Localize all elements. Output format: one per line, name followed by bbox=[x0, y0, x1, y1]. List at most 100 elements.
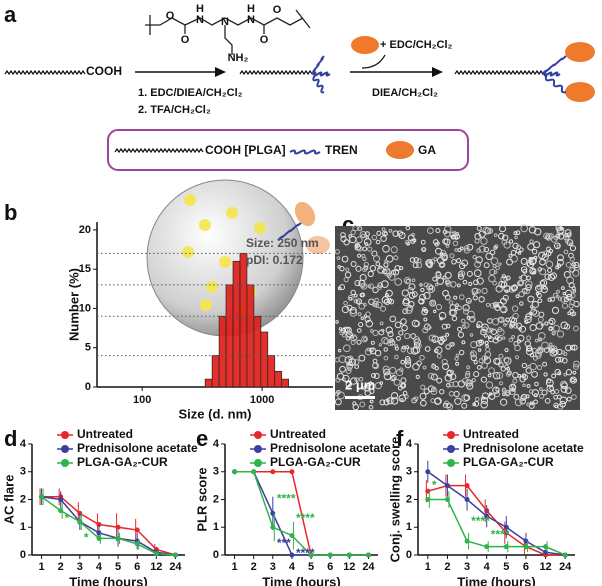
particle bbox=[408, 283, 416, 291]
particle bbox=[522, 268, 528, 274]
particle bbox=[471, 291, 477, 296]
particle bbox=[525, 394, 530, 399]
particle bbox=[421, 247, 426, 251]
particle bbox=[449, 231, 456, 238]
particle bbox=[377, 266, 385, 274]
particle bbox=[516, 244, 522, 250]
particle bbox=[350, 229, 356, 236]
particle bbox=[501, 239, 508, 246]
particle bbox=[534, 349, 542, 357]
bar bbox=[225, 284, 234, 388]
point bbox=[115, 535, 121, 541]
particle bbox=[356, 300, 361, 305]
y-tick-label: 3 bbox=[406, 466, 412, 478]
particle bbox=[557, 233, 565, 240]
atom-label: O bbox=[166, 10, 175, 22]
particle bbox=[368, 381, 373, 386]
particle bbox=[405, 306, 413, 314]
particle bbox=[420, 399, 427, 407]
particle bbox=[569, 292, 576, 299]
particle bbox=[529, 267, 536, 275]
x-tick-label: 6 bbox=[327, 561, 333, 573]
particle bbox=[350, 260, 357, 267]
point bbox=[562, 552, 568, 558]
series-line bbox=[41, 495, 176, 556]
particle bbox=[511, 284, 519, 291]
particle bbox=[512, 378, 518, 384]
particle bbox=[487, 373, 492, 378]
particle bbox=[537, 298, 543, 304]
particle bbox=[427, 385, 435, 393]
particle bbox=[362, 246, 368, 252]
atom-label: N bbox=[247, 14, 255, 26]
particle bbox=[434, 397, 442, 405]
particle bbox=[563, 249, 569, 255]
particle bbox=[425, 259, 433, 267]
particle bbox=[559, 400, 566, 408]
particle bbox=[371, 234, 378, 241]
particle bbox=[481, 287, 488, 295]
point bbox=[308, 552, 314, 558]
particle bbox=[345, 267, 350, 272]
particle bbox=[382, 365, 390, 373]
annotation: **** bbox=[296, 511, 315, 525]
particle bbox=[368, 283, 374, 289]
particle bbox=[481, 362, 488, 369]
particle bbox=[484, 351, 492, 358]
particle bbox=[384, 259, 388, 263]
particle bbox=[486, 327, 492, 333]
particle bbox=[515, 294, 520, 299]
particle bbox=[363, 261, 369, 268]
particle bbox=[481, 326, 488, 333]
particle bbox=[372, 286, 379, 294]
particle bbox=[442, 229, 448, 235]
particle bbox=[561, 382, 568, 390]
particle bbox=[412, 238, 417, 243]
payload-dot bbox=[199, 219, 211, 231]
particle bbox=[571, 344, 578, 351]
particle bbox=[470, 351, 475, 357]
particle bbox=[343, 300, 348, 306]
particle bbox=[462, 279, 468, 285]
particle bbox=[546, 378, 552, 384]
particle bbox=[561, 357, 568, 364]
point bbox=[270, 469, 276, 475]
bar bbox=[253, 315, 262, 388]
particle bbox=[376, 284, 382, 291]
tren-chain bbox=[541, 55, 567, 75]
particle bbox=[335, 377, 341, 383]
particle bbox=[554, 356, 562, 363]
point bbox=[484, 544, 490, 550]
particle bbox=[415, 374, 420, 379]
particle bbox=[563, 372, 568, 377]
particle bbox=[463, 394, 471, 402]
particle bbox=[519, 325, 527, 333]
particle bbox=[509, 321, 516, 328]
particle bbox=[372, 329, 379, 337]
x-tick-label: 12 bbox=[343, 561, 355, 573]
particle bbox=[541, 389, 548, 396]
step-text: 2. TFA/CH₂Cl₂ bbox=[138, 104, 211, 116]
particle bbox=[405, 225, 411, 231]
particle bbox=[454, 248, 459, 252]
particle bbox=[421, 308, 428, 316]
annotation: * bbox=[432, 478, 437, 492]
tren-chain bbox=[311, 72, 325, 94]
particle bbox=[559, 396, 568, 405]
particle bbox=[527, 295, 535, 303]
particle bbox=[406, 241, 410, 246]
point bbox=[444, 497, 450, 502]
particle bbox=[476, 324, 481, 329]
particle bbox=[419, 392, 427, 400]
particle bbox=[353, 293, 358, 298]
particle bbox=[397, 230, 403, 237]
particle bbox=[473, 360, 478, 365]
particle bbox=[357, 226, 363, 231]
legend-label: GA bbox=[418, 143, 436, 157]
particle bbox=[517, 334, 525, 342]
legend-label: COOH [PLGA] bbox=[205, 143, 286, 157]
particle bbox=[350, 289, 356, 296]
particle bbox=[456, 258, 462, 264]
particle bbox=[400, 346, 407, 353]
particle bbox=[458, 270, 466, 278]
